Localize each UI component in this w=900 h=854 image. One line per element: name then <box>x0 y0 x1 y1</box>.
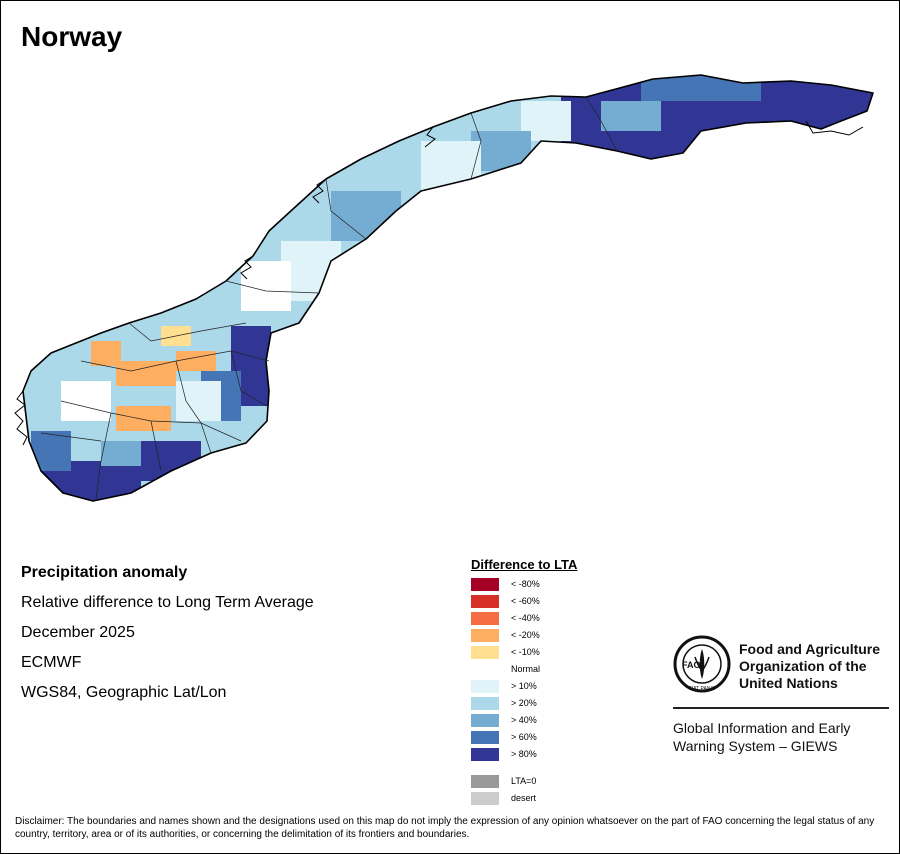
legend-swatch <box>471 775 499 788</box>
legend-label: < -40% <box>511 613 540 623</box>
legend-label: LTA=0 <box>511 776 537 786</box>
legend-item: < -80% <box>471 577 631 594</box>
legend-swatch <box>471 629 499 642</box>
fao-name-line-2: Organization of the <box>739 658 867 674</box>
legend-swatch <box>471 680 499 693</box>
precipitation-map <box>14 74 874 502</box>
legend-swatch <box>471 731 499 744</box>
legend-label: < -80% <box>511 579 540 589</box>
legend-item: > 40% <box>471 713 631 730</box>
legend-label: desert <box>511 793 537 803</box>
map-info: Precipitation anomaly Relative differenc… <box>21 563 314 713</box>
legend-item: Normal <box>471 662 631 679</box>
legend-swatch <box>471 697 499 710</box>
legend-item: desert <box>471 791 631 808</box>
legend-swatch <box>471 663 499 676</box>
legend-label: < -20% <box>511 630 540 640</box>
legend-item: < -60% <box>471 594 631 611</box>
legend: Difference to LTA < -80% < -60% < -40% < -2… <box>471 557 631 808</box>
fao-name-line-1: Food and Agriculture <box>739 641 881 657</box>
legend-swatch <box>471 595 499 608</box>
legend-label: < -10% <box>511 647 540 657</box>
legend-item: < -10% <box>471 645 631 662</box>
legend-label: > 40% <box>511 715 537 725</box>
legend-item: > 80% <box>471 747 631 764</box>
fao-motto: FIAT PANIS <box>689 686 716 692</box>
info-line-3: ECMWF <box>21 654 82 671</box>
legend-item: < -20% <box>471 628 631 645</box>
legend-label: > 60% <box>511 732 537 742</box>
info-line-2: December 2025 <box>21 624 135 641</box>
legend-extra: LTA=0 desert <box>471 774 631 808</box>
legend-swatch <box>471 578 499 591</box>
map-title: Norway <box>21 21 123 52</box>
info-heading: Precipitation anomaly <box>21 564 188 581</box>
giews-line-1: Global Information and Early <box>673 720 851 736</box>
legend-item: > 10% <box>471 679 631 696</box>
info-line-1: Relative difference to Long Term Average <box>21 594 314 611</box>
legend-label: > 10% <box>511 681 537 691</box>
legend-label: > 80% <box>511 749 537 759</box>
legend-label: > 20% <box>511 698 537 708</box>
fao-divider <box>673 707 889 709</box>
legend-item: < -40% <box>471 611 631 628</box>
legend-swatch <box>471 748 499 761</box>
legend-item: > 20% <box>471 696 631 713</box>
legend-label: Normal <box>511 664 541 674</box>
disclaimer: Disclaimer: The boundaries and names sho… <box>15 816 875 840</box>
legend-swatch <box>471 612 499 625</box>
fao-name-line-3: United Nations <box>739 675 838 691</box>
legend-item: > 60% <box>471 730 631 747</box>
legend-items: < -80% < -60% < -40% < -20% < -10% Normal > 10… <box>471 577 631 764</box>
fao-name: Food and Agriculture Organization of the… <box>739 641 880 692</box>
legend-title: Difference to LTA <box>471 557 578 572</box>
giews-line-2: Warning System – GIEWS <box>673 738 838 754</box>
legend-swatch <box>471 714 499 727</box>
fao-logo-text: FAO <box>682 660 701 670</box>
info-line-4: WGS84, Geographic Lat/Lon <box>21 684 227 701</box>
legend-item: LTA=0 <box>471 774 631 791</box>
legend-swatch <box>471 792 499 805</box>
fao-logo-icon: FAO FIAT PANIS <box>673 635 731 693</box>
giews-label: Global Information and Early Warning Sys… <box>673 719 889 755</box>
legend-label: < -60% <box>511 596 540 606</box>
legend-swatch <box>471 646 499 659</box>
